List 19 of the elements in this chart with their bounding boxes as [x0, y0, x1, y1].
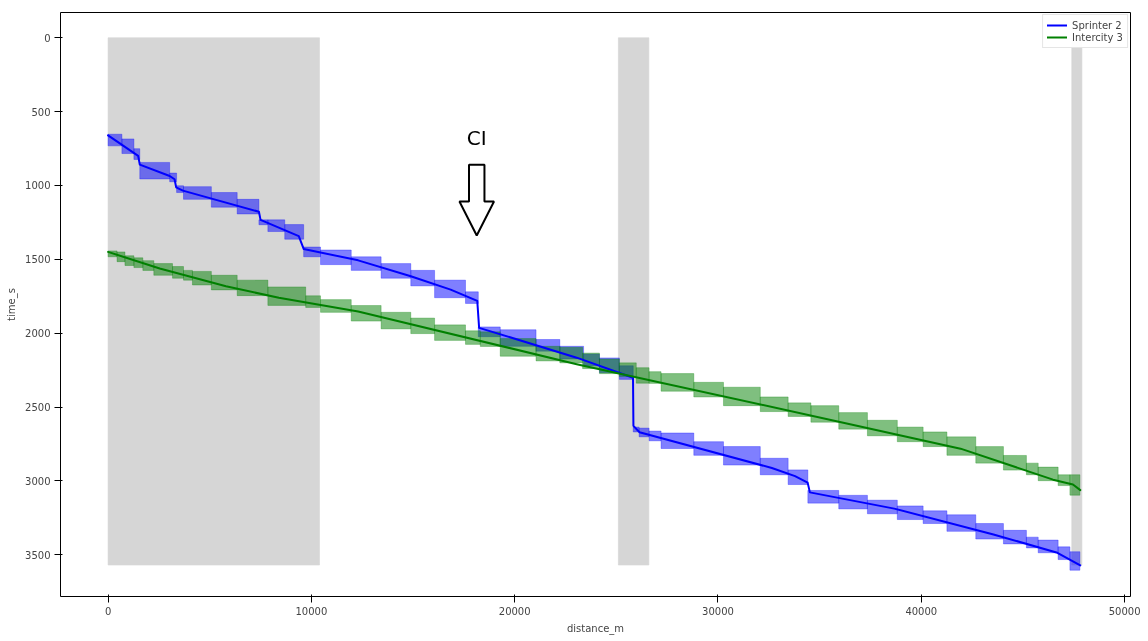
x-tick-label: 20000: [498, 605, 531, 617]
y-tick-label: 500: [31, 106, 51, 118]
y-tick-label: 0: [44, 32, 51, 44]
y-tick-label: 1500: [25, 254, 51, 266]
y-tick-label: 3500: [25, 549, 51, 561]
legend-label: Intercity 3: [1072, 31, 1123, 43]
y-tick-label: 1000: [25, 180, 51, 192]
annotation: CI: [466, 126, 487, 151]
x-tick-label: 40000: [905, 605, 938, 617]
x-tick-label: 30000: [702, 605, 734, 617]
y-tick-label: 3000: [25, 475, 51, 487]
x-tick-label: 10000: [295, 605, 328, 617]
x-axis-title: distance_m: [566, 622, 625, 635]
y-tick-label: 2500: [25, 402, 51, 413]
y-axis-title: time_s: [6, 288, 19, 321]
y-tick-label: 2000: [25, 328, 51, 340]
x-tick-label: 0: [104, 605, 112, 617]
x-tick-label: 50000: [1108, 605, 1141, 617]
legend-label: Sprinter 2: [1072, 19, 1122, 31]
